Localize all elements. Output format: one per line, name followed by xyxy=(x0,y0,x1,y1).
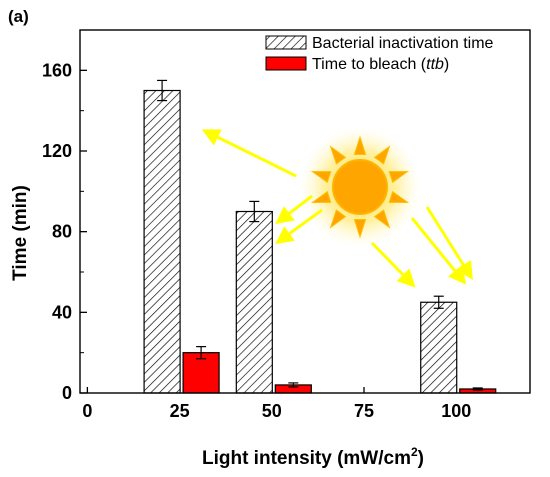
sun-ray xyxy=(353,219,367,239)
legend: Bacterial inactivation time Time to bleac… xyxy=(265,35,494,73)
light-arrow xyxy=(370,241,416,288)
light-arrow xyxy=(275,194,313,225)
sun-ray xyxy=(388,190,410,203)
y-tick-label: 80 xyxy=(52,222,72,242)
x-axis-label: Light intensity (mW/cm2) xyxy=(202,445,424,469)
x-tick-label: 0 xyxy=(82,401,92,421)
bar-inactivation-50 xyxy=(235,210,273,394)
sun-icon xyxy=(332,159,388,215)
bars-layer xyxy=(143,79,497,394)
bar-inactivation-100 xyxy=(420,301,458,394)
legend-swatch-inactivation xyxy=(265,35,307,50)
x-tick-label: 25 xyxy=(170,401,190,421)
bar-bleach-25 xyxy=(182,352,220,394)
x-tick-label: 50 xyxy=(262,401,282,421)
x-tick-label: 75 xyxy=(354,401,374,421)
light-arrow xyxy=(425,206,473,281)
light-arrow xyxy=(275,208,323,245)
sun-ray xyxy=(373,145,391,165)
sun-ray xyxy=(310,171,332,184)
x-axis-label-superscript: 2 xyxy=(411,445,418,459)
legend-label-inactivation: Bacterial inactivation time xyxy=(312,35,494,52)
sun-decoration xyxy=(201,127,473,288)
y-axis-label: Time (min) xyxy=(10,185,31,281)
sun-ray xyxy=(353,135,367,155)
y-tick-label: 0 xyxy=(62,383,72,403)
legend-swatch-bleach xyxy=(265,56,307,71)
panel-label: (a) xyxy=(8,7,29,26)
sun-ray xyxy=(373,209,391,229)
light-arrow xyxy=(201,129,297,178)
y-tick-label: 160 xyxy=(42,60,72,80)
legend-label-bleach: Time to bleach (ttb) xyxy=(312,56,449,73)
light-arrow xyxy=(410,217,467,285)
sun-ray xyxy=(329,145,347,165)
sun-ray xyxy=(329,209,347,229)
plot-frame xyxy=(79,29,531,394)
sun-ray xyxy=(388,171,410,184)
bar-inactivation-25 xyxy=(143,89,181,394)
sun-ray xyxy=(310,190,332,203)
x-axis-label-main: Light intensity (mW/cm xyxy=(202,448,411,469)
x-tick-label: 100 xyxy=(441,401,471,421)
x-axis-label-close: ) xyxy=(418,448,424,469)
y-tick-label: 40 xyxy=(52,302,72,322)
y-tick-label: 120 xyxy=(42,141,72,161)
